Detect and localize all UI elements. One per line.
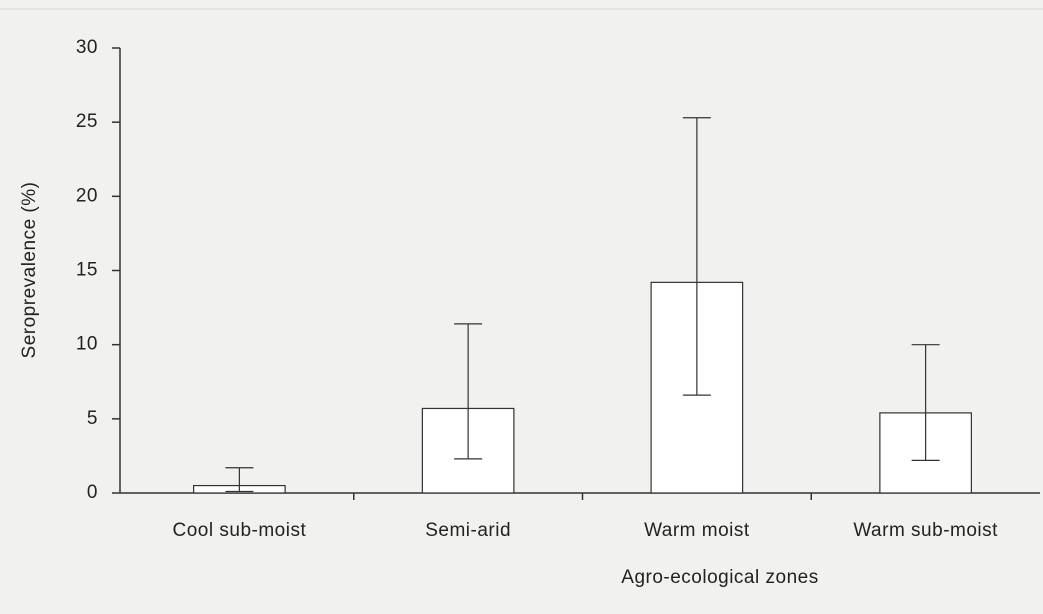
error-bar xyxy=(682,117,711,396)
x-tick-label: Warm sub-moist xyxy=(853,520,998,541)
error-bar xyxy=(911,344,940,461)
y-tick-label: 20 xyxy=(76,185,98,206)
x-axis-label: Agro-ecological zones xyxy=(621,567,818,588)
error-bar xyxy=(225,467,254,493)
x-tick-label: Cool sub-moist xyxy=(173,520,307,541)
y-axis-label: Seroprevalence (%) xyxy=(19,182,40,359)
error-bar xyxy=(454,323,483,460)
y-tick-label: 30 xyxy=(76,37,98,58)
y-tick-label: 0 xyxy=(87,482,98,503)
x-tick-label: Warm moist xyxy=(644,520,750,541)
y-tick-label: 10 xyxy=(76,334,98,355)
y-tick-label: 25 xyxy=(76,111,98,132)
x-tick-label: Semi-arid xyxy=(425,520,511,541)
y-tick-label: 5 xyxy=(87,408,98,429)
y-tick-label: 15 xyxy=(76,260,98,281)
